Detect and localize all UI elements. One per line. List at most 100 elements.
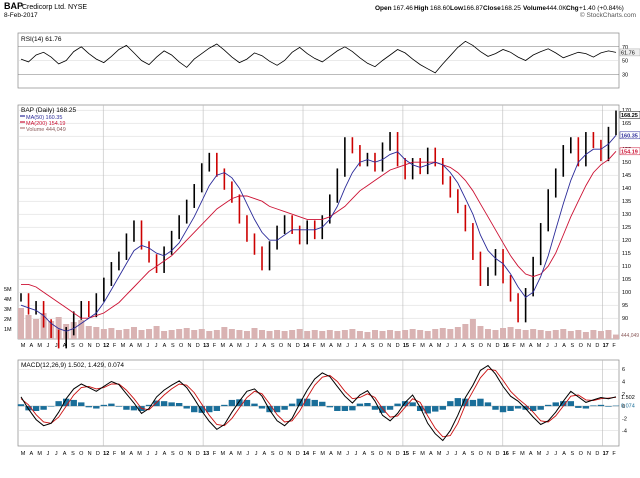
exchange: NYSE [68,4,87,11]
x-tick-label: M [537,343,542,349]
macd-histogram-bar [130,406,138,411]
x-tick-label: M [121,343,126,349]
volume-bar [108,328,115,339]
price-tick-label: 100 [622,290,631,296]
macd-line [20,364,617,442]
volume-bar [296,329,303,339]
x-tick-label: M [21,343,26,349]
x-tick-label: O [279,451,284,457]
rsi-tick-label: 70 [622,45,628,51]
x-tick-label: A [462,343,466,349]
macd-histogram-bar [206,406,213,413]
volume-bar [522,330,529,339]
macd-histogram-bar [236,399,243,407]
x-tick-label: M [437,451,442,457]
macd-histogram-bar [401,401,409,407]
volume-bar [424,331,431,339]
ma50-line [20,135,617,332]
x-tick-label: J [554,451,557,457]
x-tick-label: F [313,343,317,349]
macd-histogram-bar [349,406,356,411]
macd-histogram-bar [560,401,567,407]
macd-histogram-bar [183,406,190,409]
x-tick-label: M [37,451,42,457]
x-tick-label: N [487,451,491,457]
x-tick-label: D [296,451,300,457]
x-tick-label: A [263,343,267,349]
x-tick-label: N [187,343,191,349]
macd-histogram-bar [100,404,108,407]
x-tick-label: M [420,451,425,457]
volume-bar [605,330,612,339]
volume-bar [597,331,604,339]
x-tick-label: O [579,343,584,349]
high-label: High [414,5,428,12]
macd-histogram-bar [85,406,92,408]
x-tick-label: A [429,451,433,457]
macd-panel-frame [17,359,620,447]
volume-bar [537,330,544,339]
volume-bar [221,327,228,339]
x-tick-label: M [520,451,525,457]
x-tick-label: D [495,451,499,457]
x-tick-label: J [355,343,358,349]
volume-bar [93,327,100,339]
volume-bar [334,331,341,339]
x-tick-label: J [146,343,149,349]
x-tick-label: S [571,343,575,349]
x-tick-label: 12 [103,451,109,457]
x-tick-label: F [213,451,217,457]
x-tick-label: A [562,451,566,457]
change-label: Chg [566,5,579,12]
rsi-value-box [619,48,640,57]
x-tick-label: J [246,343,249,349]
x-tick-label: M [220,451,225,457]
x-tick-label: A [329,343,333,349]
x-tick-label: N [387,451,391,457]
x-tick-label: A [163,343,167,349]
ma200-line [21,150,617,319]
x-tick-label: A [263,451,267,457]
x-tick-label: M [21,451,26,457]
price-tick-label: 140 [622,186,631,192]
price-tick-label: 165 [622,121,631,127]
macd-histogram-bar [394,403,401,407]
volume-bar [191,330,198,339]
volume-tick-label: 3M [4,307,12,313]
macd-histogram-bar [160,401,168,407]
macd-histogram-bar [477,398,484,407]
macd-histogram-bar [221,404,228,407]
volume-bar [251,328,258,339]
close-value: 168.25 [501,5,521,12]
x-tick-label: D [396,451,400,457]
legend-ma200: MA(200) 154.19 [26,121,65,127]
volume-bar [176,329,183,339]
x-tick-label: N [287,451,291,457]
x-tick-label: S [171,343,175,349]
x-tick-label: S [471,451,475,457]
volume-label: Volume [523,5,546,12]
rsi-line [20,40,617,74]
x-tick-label: F [413,451,417,457]
volume-bar [311,330,318,339]
macd-histogram-bar [198,406,205,413]
price-tick-label: 135 [622,199,631,205]
x-tick-label: O [79,451,84,457]
x-tick-label: 15 [403,451,409,457]
x-tick-label: 14 [303,451,310,457]
macd-histogram-bar [462,398,469,407]
x-tick-label: J [146,451,149,457]
volume-bar [582,332,589,339]
x-tick-label: O [579,451,584,457]
volume-bar [417,330,424,339]
volume-bar [545,331,552,339]
x-tick-label: N [487,343,491,349]
x-tick-label: F [413,343,417,349]
macd-histogram-bar [416,406,424,411]
macd-histogram-bar [17,404,25,407]
price-value-label: 154.19 [621,149,638,155]
x-tick-label: A [229,343,233,349]
x-tick-label: A [29,451,33,457]
x-tick-label: O [379,451,384,457]
x-tick-label: D [96,451,100,457]
